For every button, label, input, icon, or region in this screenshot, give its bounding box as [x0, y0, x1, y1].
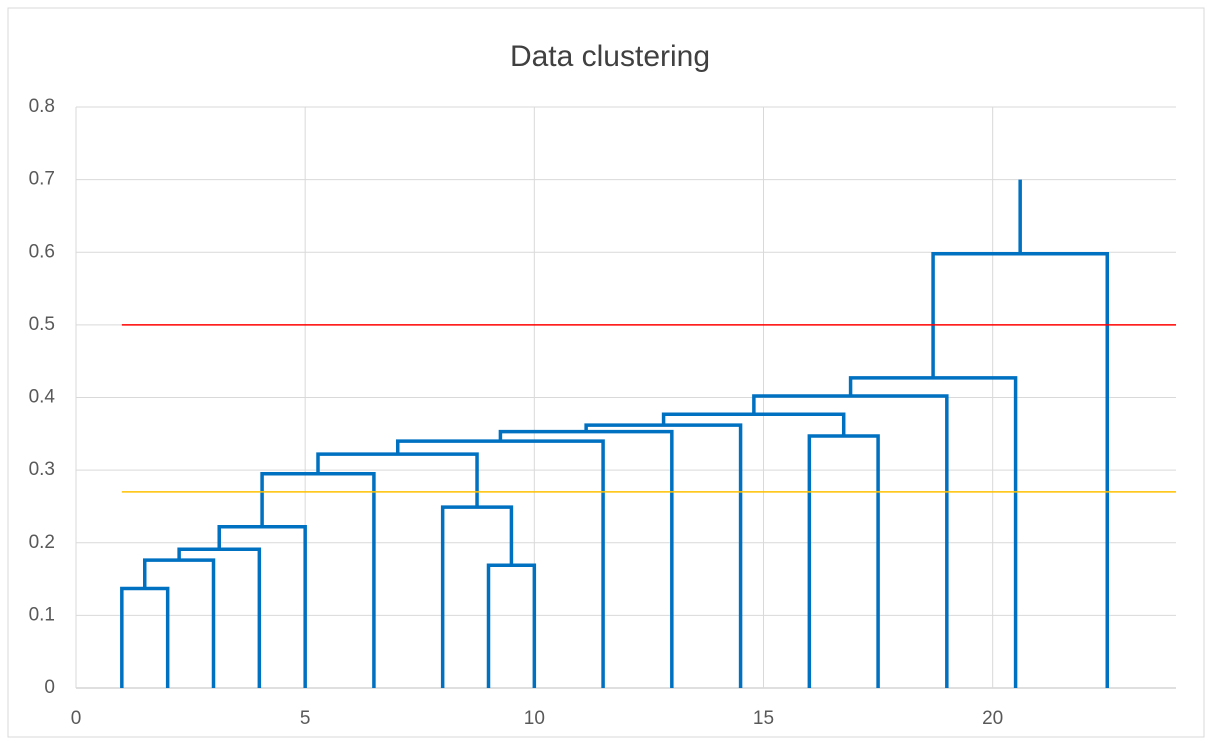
x-tick-label: 15	[753, 708, 774, 729]
y-tick-label: 0.3	[29, 459, 55, 480]
y-tick-label: 0.2	[29, 532, 55, 553]
x-tick-label: 0	[71, 708, 82, 729]
x-tick-label: 5	[300, 708, 311, 729]
chart-title: Data clustering	[510, 40, 710, 73]
chart-frame	[7, 7, 1205, 738]
y-tick-label: 0.6	[29, 241, 55, 262]
y-tick-label: 0.5	[29, 314, 55, 335]
y-tick-label: 0.4	[29, 387, 56, 408]
y-tick-label: 0.7	[29, 169, 55, 190]
y-tick-label: 0.1	[29, 604, 55, 625]
series-line	[120, 179, 1109, 688]
y-tick-label: 0.8	[29, 96, 55, 117]
x-tick-label: 10	[524, 708, 545, 729]
x-tick-label: 20	[982, 708, 1003, 729]
y-tick-label: 0	[44, 677, 55, 698]
